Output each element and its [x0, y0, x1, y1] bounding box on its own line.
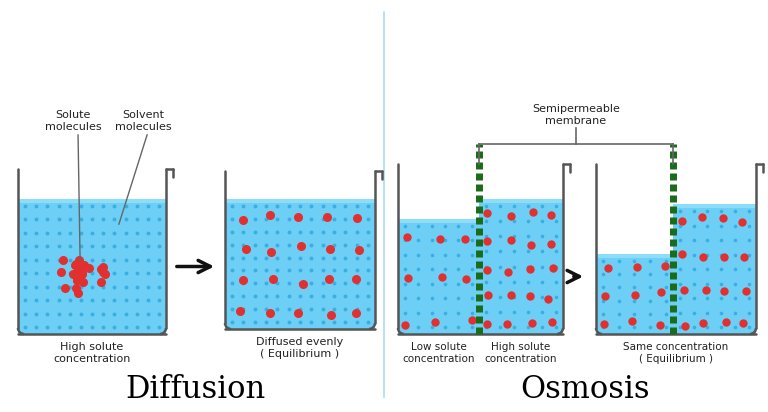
Text: Diffusion: Diffusion [125, 375, 265, 405]
Bar [479, 199, 563, 203]
Bar [596, 254, 673, 258]
Text: Solvent
molecules: Solvent molecules [114, 110, 171, 132]
Bar [398, 219, 479, 334]
Text: Same concentration
( Equilibrium ): Same concentration ( Equilibrium ) [624, 342, 729, 364]
Text: Diffused evenly
( Equilibrium ): Diffused evenly ( Equilibrium ) [257, 337, 343, 358]
Text: Semipermeable
membrane: Semipermeable membrane [532, 104, 620, 126]
Text: High solute
concentration: High solute concentration [53, 342, 131, 364]
Bar [18, 199, 166, 203]
Text: Osmosis: Osmosis [520, 375, 650, 405]
Bar [673, 204, 756, 334]
Text: High solute
concentration: High solute concentration [485, 342, 557, 364]
Text: Low solute
concentration: Low solute concentration [402, 342, 475, 364]
Bar [398, 219, 479, 223]
Bar [18, 199, 166, 334]
Bar [673, 204, 756, 208]
Bar [596, 254, 673, 334]
Bar [225, 199, 375, 329]
Bar [479, 199, 563, 334]
Text: Solute
molecules: Solute molecules [45, 110, 101, 132]
Bar [225, 199, 375, 203]
